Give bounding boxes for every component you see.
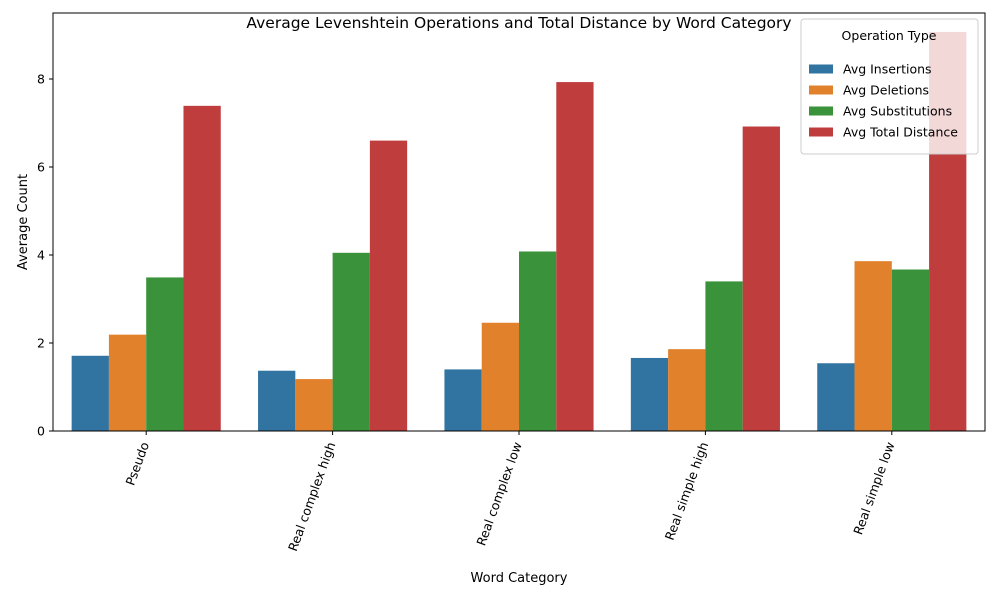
legend-swatch	[809, 127, 833, 137]
legend-box	[800, 18, 979, 155]
legend: Operation Type Avg Insertions Avg Deletio…	[800, 18, 979, 155]
bar	[108, 334, 147, 431]
bar	[71, 355, 109, 431]
y-axis: 0 2 4 6 8	[37, 72, 53, 439]
bar	[556, 82, 594, 431]
plot-area	[71, 31, 967, 432]
y-tick-label: 0	[37, 424, 45, 439]
y-tick-label: 6	[37, 160, 45, 175]
bar	[854, 261, 892, 431]
y-axis-label: Average Count	[16, 174, 31, 270]
x-axis: Pseudo Real complex high Real complex low R…	[123, 431, 898, 553]
x-axis-label: Word Category	[471, 571, 568, 586]
bar	[258, 370, 296, 431]
x-tick-label: Real simple low	[850, 440, 897, 537]
y-tick-label: 4	[37, 248, 45, 263]
x-tick-label: Real complex low	[473, 440, 524, 548]
bar	[332, 252, 370, 431]
x-tick-label: Pseudo	[123, 440, 152, 487]
bar	[742, 126, 780, 432]
bar	[481, 322, 519, 431]
bar	[705, 281, 743, 431]
legend-entry: Avg Deletions	[843, 83, 929, 98]
bar	[668, 349, 706, 431]
legend-swatch	[809, 106, 833, 116]
y-tick-label: 8	[37, 72, 45, 87]
legend-entry: Avg Substitutions	[843, 104, 952, 119]
legend-entry: Avg Total Distance	[843, 125, 958, 140]
bar	[146, 277, 184, 431]
y-tick-label: 2	[37, 336, 45, 351]
x-tick-label: Real simple high	[662, 440, 711, 542]
legend-swatch	[809, 85, 833, 95]
bar	[369, 140, 408, 431]
chart-title: Average Levenshtein Operations and Total…	[246, 14, 791, 32]
bar	[183, 105, 221, 431]
legend-entry: Avg Insertions	[843, 62, 932, 77]
bar	[630, 357, 669, 431]
bar	[817, 363, 855, 431]
legend-swatch	[809, 64, 833, 74]
bar	[519, 251, 557, 431]
bar	[295, 379, 333, 431]
bar	[891, 269, 930, 431]
legend-title: Operation Type	[842, 28, 937, 43]
x-tick-label: Real complex high	[285, 440, 338, 553]
bar	[444, 369, 482, 431]
